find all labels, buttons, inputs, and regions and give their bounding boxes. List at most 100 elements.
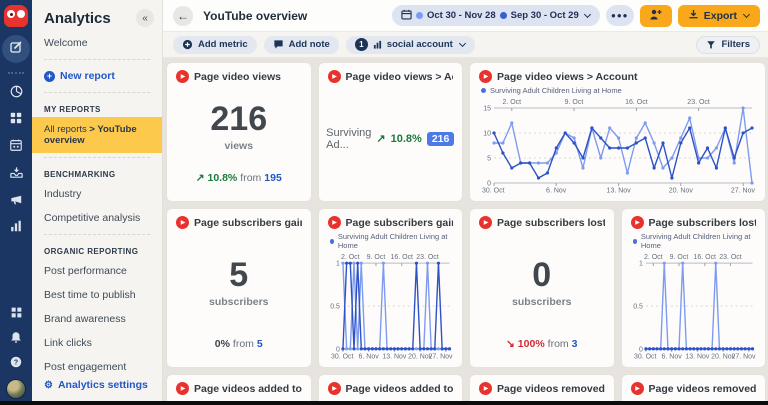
youtube-icon: ▶: [176, 70, 189, 83]
svg-text:2. Oct: 2. Oct: [502, 99, 521, 106]
value-badge: 216: [426, 131, 455, 146]
nav-rail: ?: [0, 0, 32, 405]
export-button[interactable]: Export: [677, 4, 760, 27]
new-report-button[interactable]: + New report: [32, 64, 162, 88]
social-account-selector[interactable]: 1 social account: [345, 35, 475, 54]
sidebar-divider: [44, 157, 150, 158]
sidebar-item-competitive-analysis[interactable]: Competitive analysis: [44, 212, 141, 224]
svg-text:13. Nov: 13. Nov: [607, 188, 632, 195]
chart-legend: Surviving Adult Children Living at Home: [632, 232, 757, 250]
youtube-icon: ▶: [630, 382, 644, 395]
youtube-icon: ▶: [176, 382, 189, 395]
sidebar-item-post-performance[interactable]: Post performance: [44, 265, 127, 277]
person-add-icon: [649, 8, 662, 24]
svg-text:1: 1: [336, 261, 340, 268]
download-icon: [688, 9, 699, 23]
gear-icon: ⚙: [44, 379, 53, 391]
sidebar-item-post-engagement[interactable]: Post engagement: [44, 361, 127, 373]
more-options-button[interactable]: ●●●: [605, 5, 634, 26]
sidebar-item-link-clicks[interactable]: Link clicks: [44, 337, 92, 349]
youtube-icon: ▶: [630, 216, 644, 229]
add-note-button[interactable]: Add note: [263, 35, 339, 54]
chart-card-videos-added-to-playlists-account: ▶Page videos added to playlis...: [317, 374, 463, 405]
account-comparison-row: Surviving Ad... ↗ 10.8% 216: [326, 83, 455, 194]
user-avatar[interactable]: [6, 379, 26, 399]
subscribers-gained-line-chart: 0 0.5 12. Oct 9. Oct 16. Oct 23. Oct 30. Oct 6.…: [330, 254, 453, 360]
chart-legend: Surviving Adult Children Living at Home: [481, 86, 756, 95]
apps-icon[interactable]: [8, 304, 24, 320]
chevron-down-icon: [458, 39, 466, 48]
analytics-icon[interactable]: [8, 218, 24, 234]
youtube-icon: ▶: [327, 70, 341, 83]
chart-legend: Surviving Adult Children Living at Home: [329, 232, 454, 250]
svg-text:23. Oct: 23. Oct: [687, 99, 710, 106]
rail-bottom-group: ?: [6, 304, 26, 399]
streams-icon[interactable]: [8, 83, 24, 99]
youtube-icon: ▶: [479, 70, 492, 83]
svg-text:1: 1: [639, 261, 643, 268]
collapse-sidebar-button[interactable]: «: [136, 9, 154, 27]
svg-text:23. Oct: 23. Oct: [416, 254, 439, 261]
trend-up-icon: ↗: [376, 133, 386, 145]
compose-button[interactable]: [2, 35, 30, 63]
report-canvas: ▶ Page video views 216 views ↗ 10.8% from…: [163, 58, 768, 405]
legend-dot: [632, 238, 637, 244]
date-range-picker[interactable]: Oct 30 - Nov 28 Sep 30 - Oct 29: [391, 5, 600, 26]
chevron-down-icon: [742, 10, 751, 19]
plus-icon: +: [44, 70, 55, 82]
sidebar-item-welcome[interactable]: Welcome: [44, 37, 88, 49]
svg-text:9. Oct: 9. Oct: [565, 99, 584, 106]
screen-bottom-bar: [0, 401, 768, 405]
sidebar-item-brand-awareness[interactable]: Brand awareness: [44, 313, 126, 325]
boards-icon[interactable]: [8, 110, 24, 126]
svg-text:0: 0: [336, 346, 340, 353]
svg-text:20. Nov: 20. Nov: [408, 353, 433, 360]
invite-member-button[interactable]: [639, 4, 672, 27]
svg-text:15: 15: [483, 106, 491, 113]
inbox-icon[interactable]: [8, 164, 24, 180]
promote-icon[interactable]: [8, 191, 24, 207]
current-period-dot: [415, 12, 423, 19]
svg-text:0: 0: [639, 346, 643, 353]
svg-text:27. Nov: 27. Nov: [731, 188, 756, 195]
svg-text:16. Oct: 16. Oct: [693, 254, 716, 261]
notifications-icon[interactable]: [8, 329, 24, 345]
sidebar-item-industry[interactable]: Industry: [44, 188, 82, 200]
add-circle-icon: [182, 39, 193, 50]
analytics-settings-link[interactable]: ⚙ Analytics settings: [44, 379, 148, 391]
planner-icon[interactable]: [8, 137, 24, 153]
help-icon[interactable]: ?: [8, 354, 24, 370]
back-button[interactable]: ←: [173, 5, 193, 26]
add-metric-button[interactable]: Add metric: [173, 35, 257, 54]
metric-delta: ↘ 100% from 3: [505, 338, 578, 350]
youtube-icon: ▶: [327, 382, 341, 395]
chevron-down-icon: [583, 10, 591, 19]
sidebar-item-youtube-overview[interactable]: All reports > YouTube overview: [32, 117, 162, 153]
section-benchmarking: BENCHMARKING: [44, 170, 116, 179]
youtube-icon: ▶: [479, 216, 492, 229]
trend-up-icon: ↗: [195, 172, 205, 184]
filters-button[interactable]: Filters: [696, 35, 760, 54]
svg-text:20. Nov: 20. Nov: [669, 188, 694, 195]
svg-text:27. Nov: 27. Nov: [731, 353, 756, 360]
metric-delta: 0% from 5: [214, 338, 263, 350]
svg-text:13. Nov: 13. Nov: [382, 353, 407, 360]
metric-card-page-video-views: ▶ Page video views 216 views ↗ 10.8% from…: [166, 62, 312, 202]
svg-text:16. Oct: 16. Oct: [625, 99, 648, 106]
svg-text:6. Nov: 6. Nov: [546, 188, 567, 195]
svg-text:30. Oct: 30. Oct: [482, 188, 505, 195]
metric-unit: views: [224, 139, 254, 152]
svg-text:6. Nov: 6. Nov: [358, 353, 379, 360]
svg-text:23. Oct: 23. Oct: [719, 254, 742, 261]
sidebar-item-best-time-to-publish[interactable]: Best time to publish: [44, 289, 136, 301]
hootsuite-logo[interactable]: [4, 5, 28, 27]
svg-text:0.5: 0.5: [330, 303, 340, 310]
svg-text:27. Nov: 27. Nov: [428, 353, 453, 360]
chart-card-page-subscribers-lost-account: ▶Page subscribers lost > Acco... Survivi…: [620, 208, 766, 368]
account-count-badge: 1: [354, 38, 368, 51]
svg-text:20. Nov: 20. Nov: [711, 353, 736, 360]
calendar-icon: [401, 9, 412, 23]
sidebar-title: Analytics: [44, 9, 111, 27]
compare-period-label: Sep 30 - Oct 29: [510, 10, 579, 21]
